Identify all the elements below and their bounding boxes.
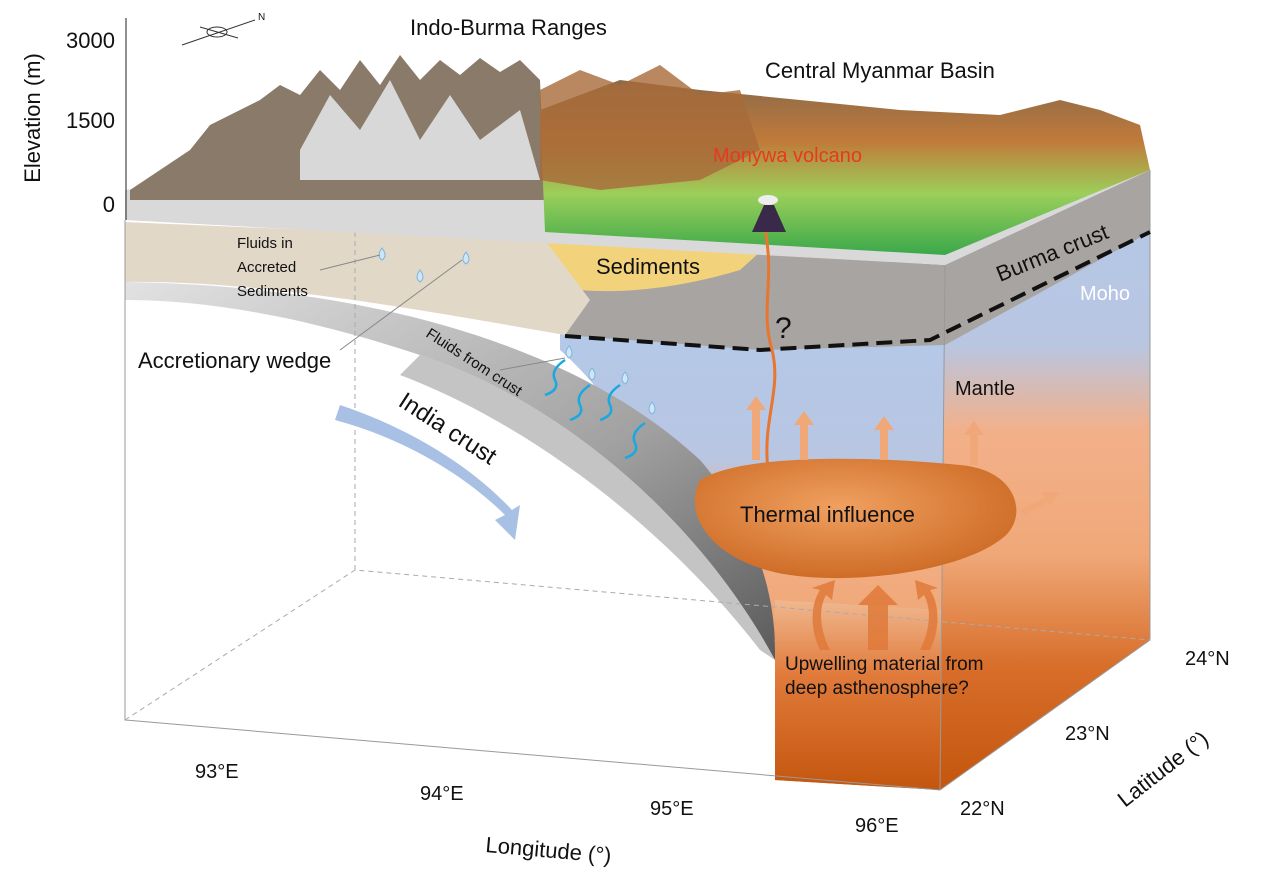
sediments-layer — [545, 240, 760, 292]
upwelling-arrows — [812, 580, 938, 650]
label-upwelling-2: deep asthenosphere? — [785, 678, 969, 699]
fluid-droplets — [378, 247, 656, 415]
elev-tick-3000: 3000 — [66, 28, 115, 53]
label-fluids-accreted-2: Accreted — [237, 259, 296, 276]
slab-lower — [400, 355, 775, 660]
label-central-myanmar: Central Myanmar Basin — [765, 58, 995, 83]
leader-lines — [319, 254, 566, 371]
label-monywa-volcano: Monywa volcano — [713, 145, 862, 167]
terrain-ridge — [540, 65, 760, 190]
north-arrow-icon — [181, 19, 256, 46]
label-moho: Moho — [1080, 283, 1130, 305]
accretionary-wedge — [125, 222, 590, 335]
terrain-white-peaks — [300, 80, 540, 180]
deep-asthenosphere — [775, 600, 942, 790]
label-indo-burma: Indo-Burma Ranges — [410, 15, 607, 40]
fluid-arrows — [544, 358, 646, 460]
longitude-axis-label: Longitude (°) — [485, 832, 613, 868]
volcano-icon — [752, 205, 786, 232]
heat-arrows — [746, 396, 1060, 516]
elev-tick-0: 0 — [103, 192, 115, 217]
subduction-arrow — [335, 405, 520, 540]
right-face-crust — [945, 170, 1150, 345]
label-fluids-accreted-1: Fluids in — [237, 235, 293, 252]
magma-conduit — [763, 229, 777, 471]
india-crust-slab — [125, 282, 775, 660]
thermal-influence-body — [694, 458, 1017, 579]
label-accretionary-wedge: Accretionary wedge — [138, 348, 331, 373]
label-upwelling-1: Upwelling material from — [785, 654, 984, 675]
elev-tick-1500: 1500 — [66, 108, 115, 133]
moho-line — [564, 230, 1151, 353]
label-fluids-accreted-3: Sediments — [237, 283, 308, 300]
elevation-axis-label: Elevation (m) — [20, 53, 45, 183]
lat-tick-23: 23°N — [1065, 723, 1110, 745]
lon-tick-95: 95°E — [650, 798, 694, 820]
lat-tick-24: 24°N — [1185, 648, 1230, 670]
label-mantle: Mantle — [955, 378, 1015, 400]
volcano-plume — [758, 195, 778, 205]
lon-tick-93: 93°E — [195, 761, 239, 783]
north-label: N — [258, 12, 265, 23]
lon-tick-94: 94°E — [420, 783, 464, 805]
label-sediments: Sediments — [596, 254, 700, 279]
box-back-edges — [124, 230, 1151, 721]
latitude-axis-label: Latitude (°) — [1113, 726, 1213, 812]
label-thermal-influence: Thermal influence — [740, 502, 915, 527]
label-question: ? — [775, 312, 792, 345]
lat-tick-22: 22°N — [960, 798, 1005, 820]
lon-tick-96: 96°E — [855, 815, 899, 837]
